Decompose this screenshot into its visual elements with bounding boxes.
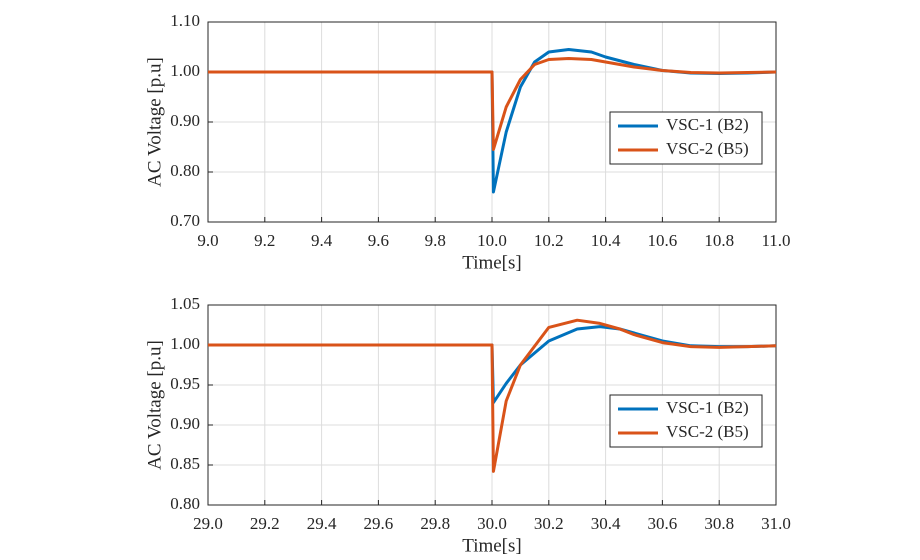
legend-label: VSC-1 (B2)	[666, 115, 749, 134]
plot-frame	[207, 21, 777, 223]
x-tick-label: 29.4	[307, 514, 337, 533]
x-axis-label: Time[s]	[462, 252, 521, 273]
y-tick-label: 1.00	[170, 334, 200, 353]
x-tick-label: 10.6	[648, 231, 678, 250]
y-tick-label: 0.90	[170, 414, 200, 433]
legend-box	[609, 111, 763, 165]
legend-label: VSC-2 (B5)	[666, 422, 749, 441]
x-tick-label: 10.0	[477, 231, 507, 250]
x-tick-label: 9.0	[197, 231, 218, 250]
x-tick-label: 9.6	[368, 231, 389, 250]
y-tick-label: 0.90	[170, 111, 200, 130]
y-axis-label: AC Voltage [p.u]	[144, 57, 165, 187]
y-tick-label: 0.85	[170, 454, 200, 473]
y-tick-label: 1.00	[170, 61, 200, 80]
x-tick-label: 29.8	[420, 514, 450, 533]
legend-label: VSC-2 (B5)	[666, 139, 749, 158]
x-tick-label: 29.6	[364, 514, 394, 533]
x-tick-label: 30.6	[648, 514, 678, 533]
x-tick-label: 30.4	[591, 514, 621, 533]
x-tick-label: 30.8	[704, 514, 734, 533]
legend-box	[609, 394, 763, 448]
series-line	[208, 318, 777, 473]
y-tick-label: 1.10	[170, 11, 200, 30]
y-axis-label: AC Voltage [p.u]	[144, 340, 165, 470]
x-tick-label: 29.0	[193, 514, 223, 533]
y-tick-label: 0.80	[170, 494, 200, 513]
x-tick-label: 10.8	[704, 231, 734, 250]
y-tick-label: 0.70	[170, 211, 200, 230]
x-tick-label: 29.2	[250, 514, 280, 533]
y-tick-label: 0.80	[170, 161, 200, 180]
x-tick-label: 30.2	[534, 514, 564, 533]
x-tick-label: 9.8	[425, 231, 446, 250]
x-tick-label: 9.4	[311, 231, 333, 250]
series-line	[208, 57, 777, 151]
x-axis-label: Time[s]	[462, 535, 521, 556]
x-tick-label: 30.0	[477, 514, 507, 533]
legend-label: VSC-1 (B2)	[666, 398, 749, 417]
x-tick-label: 9.2	[254, 231, 275, 250]
y-tick-label: 1.05	[170, 294, 200, 313]
x-tick-label: 31.0	[761, 514, 791, 533]
y-tick-label: 0.95	[170, 374, 200, 393]
plot-frame	[207, 304, 777, 506]
x-tick-label: 10.4	[591, 231, 621, 250]
x-tick-label: 11.0	[761, 231, 790, 250]
x-tick-label: 10.2	[534, 231, 564, 250]
